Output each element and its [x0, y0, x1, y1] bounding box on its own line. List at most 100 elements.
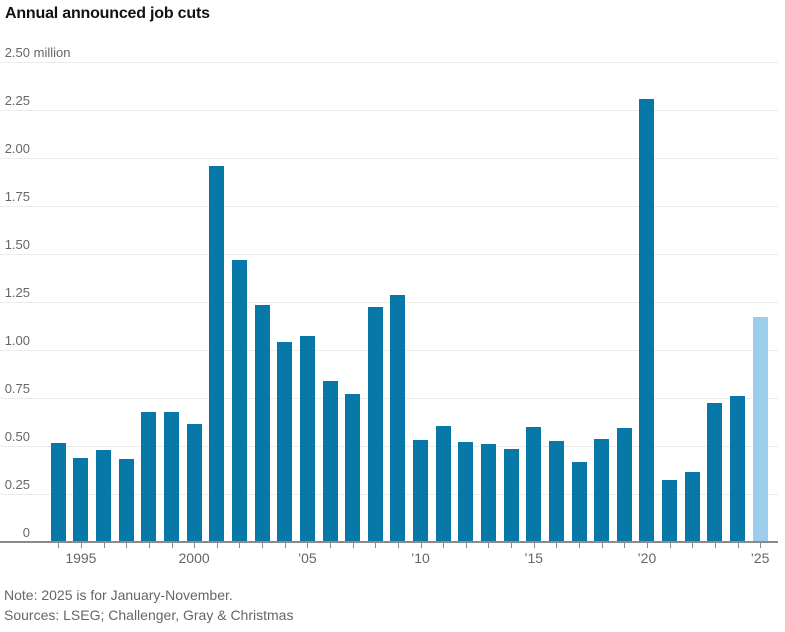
gridline-1.00 — [0, 350, 778, 351]
gridline-2.50 — [0, 62, 778, 63]
bar-2003 — [254, 305, 270, 542]
y-axis-tick-value: 0 — [22, 525, 30, 540]
x-axis-tick-2004 — [285, 543, 286, 548]
gridline-1.75 — [0, 206, 778, 207]
bar-1994 — [50, 443, 66, 542]
x-axis-tick-2024 — [738, 543, 739, 548]
chart-title: Annual announced job cuts — [5, 5, 210, 22]
bar-1999 — [164, 412, 179, 542]
y-axis-label-0.75: 0.75 — [2, 381, 30, 396]
x-axis-label-1995: 1995 — [65, 550, 97, 566]
bar-2004 — [277, 342, 293, 542]
y-axis-tick-value: 2.00 — [4, 141, 30, 156]
y-axis-tick-value: 0.25 — [4, 477, 30, 492]
y-axis-tick-value: 1.00 — [4, 333, 30, 348]
x-axis-label-2020: ’20 — [637, 550, 657, 566]
y-axis-tick-value: 2.50 — [4, 45, 30, 60]
x-axis-tick-1997 — [126, 543, 127, 548]
gridline-0.50 — [0, 446, 778, 447]
x-axis-tick-2011 — [443, 543, 444, 548]
x-axis-label-2000: 2000 — [178, 550, 210, 566]
bar-2023 — [707, 403, 723, 542]
bar-2019 — [616, 428, 632, 542]
y-axis-tick-value: 2.25 — [4, 93, 30, 108]
x-axis-tick-2008 — [375, 543, 376, 548]
bar-2022 — [684, 472, 700, 542]
x-axis-tick-2017 — [579, 543, 580, 548]
x-axis-tick-2020 — [647, 543, 648, 548]
x-axis-tick-1996 — [104, 543, 105, 548]
y-axis-tick-value: 0.50 — [4, 429, 30, 444]
y-axis-label-2.50: 2.50 million — [2, 45, 71, 60]
bar-2009 — [390, 295, 406, 542]
bar-1996 — [96, 450, 112, 542]
x-axis-tick-2018 — [602, 543, 603, 548]
x-axis-tick-2023 — [715, 543, 716, 548]
x-axis-tick-2001 — [217, 543, 218, 548]
bar-2013 — [481, 444, 496, 542]
y-axis-label-0: 0 — [2, 525, 30, 540]
x-axis-tick-2007 — [353, 543, 354, 548]
y-axis-label-1.75: 1.75 — [2, 189, 30, 204]
x-axis-tick-1994 — [58, 543, 59, 548]
bar-2011 — [435, 426, 451, 542]
x-axis-label-2010: ’10 — [411, 550, 430, 566]
bar-2020 — [639, 99, 655, 542]
x-axis-tick-2003 — [262, 543, 263, 548]
gridline-2.25 — [0, 110, 778, 111]
x-axis-tick-2025 — [760, 543, 761, 548]
y-axis-label-1.50: 1.50 — [2, 237, 30, 252]
bar-2016 — [548, 441, 564, 542]
x-axis-tick-2006 — [330, 543, 331, 548]
bar-2005 — [299, 336, 315, 542]
bar-2007 — [345, 394, 361, 542]
x-axis-baseline — [0, 541, 778, 543]
y-axis-tick-value: 1.75 — [4, 189, 30, 204]
x-axis-tick-1998 — [149, 543, 150, 548]
gridline-1.25 — [0, 302, 778, 303]
x-axis-tick-2014 — [511, 543, 512, 548]
bar-1998 — [141, 412, 157, 542]
x-axis-tick-2010 — [421, 543, 422, 548]
x-axis-tick-2013 — [488, 543, 489, 548]
bar-2012 — [458, 442, 474, 542]
bar-1997 — [118, 459, 134, 542]
y-axis-label-0.25: 0.25 — [2, 477, 30, 492]
x-axis-tick-2005 — [307, 543, 308, 548]
x-axis-tick-2009 — [398, 543, 399, 548]
bar-2024 — [730, 396, 745, 542]
y-axis-label-2.00: 2.00 — [2, 141, 30, 156]
bar-2010 — [413, 440, 428, 542]
x-axis-tick-2022 — [692, 543, 693, 548]
x-axis-label-2005: ’05 — [297, 550, 317, 566]
bar-2001 — [209, 166, 225, 542]
x-axis-tick-1999 — [172, 543, 173, 548]
bar-2017 — [571, 462, 587, 542]
y-axis-unit-label: million — [30, 45, 71, 60]
bar-2018 — [594, 439, 610, 542]
bar-2000 — [186, 424, 202, 542]
gridline-2.00 — [0, 158, 778, 159]
bar-1995 — [73, 458, 89, 542]
x-axis-tick-1995 — [81, 543, 82, 548]
y-axis-tick-value: 0.75 — [4, 381, 30, 396]
bar-2025 — [752, 317, 768, 542]
x-axis-tick-2019 — [624, 543, 625, 548]
y-axis-tick-value: 1.50 — [4, 237, 30, 252]
x-axis-tick-2002 — [239, 543, 240, 548]
y-axis-label-1.00: 1.00 — [2, 333, 30, 348]
y-axis-label-2.25: 2.25 — [2, 93, 30, 108]
bar-2015 — [526, 427, 542, 542]
gridline-1.50 — [0, 254, 778, 255]
gridline-0.25 — [0, 494, 778, 495]
chart-sources: Sources: LSEG; Challenger, Gray & Christ… — [4, 607, 294, 623]
x-axis-label-2015: ’15 — [524, 550, 544, 566]
bar-2021 — [662, 480, 678, 542]
y-axis-label-0.50: 0.50 — [2, 429, 30, 444]
x-axis-tick-2012 — [466, 543, 467, 548]
y-axis-tick-value: 1.25 — [4, 285, 30, 300]
bar-2006 — [322, 381, 338, 542]
y-axis-label-1.25: 1.25 — [2, 285, 30, 300]
